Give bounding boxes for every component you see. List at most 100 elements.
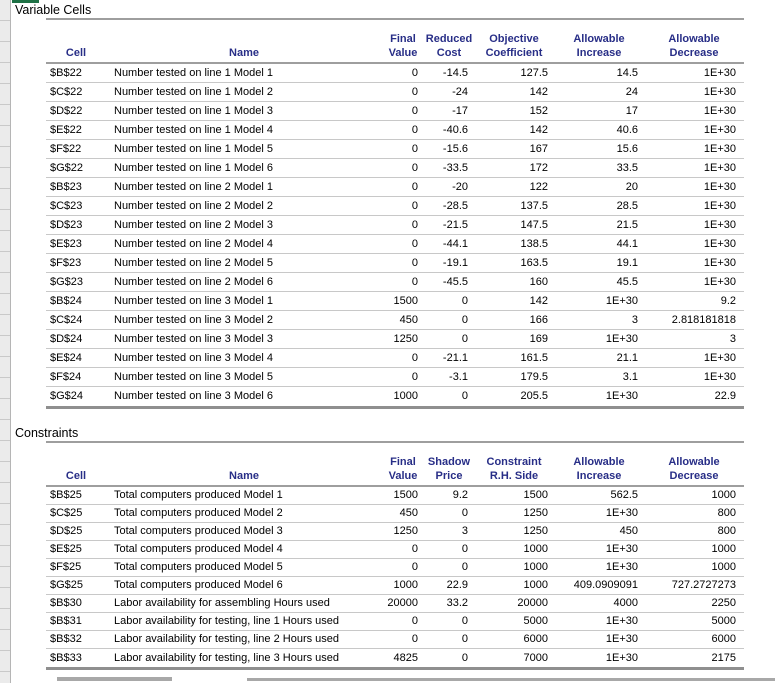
variable-name-cell[interactable]: Number tested on line 3 Model 1 [114, 294, 273, 307]
allowable-decrease-cell[interactable]: 1E+30 [703, 66, 736, 79]
allowable-increase-cell[interactable]: 1E+30 [605, 543, 638, 555]
allowable-decrease-cell[interactable]: 1E+30 [703, 275, 736, 288]
cell-ref[interactable]: $B$25 [50, 489, 82, 501]
final-value-cell[interactable]: 0 [411, 615, 418, 627]
objective-coefficient-cell[interactable]: 142 [529, 123, 548, 136]
constraint-rhs-cell[interactable]: 1000 [523, 543, 548, 555]
constraint-name-cell[interactable]: Labor availability for testing, line 1 H… [114, 615, 340, 627]
final-value-cell[interactable]: 0 [411, 275, 418, 288]
objective-coefficient-cell[interactable]: 169 [529, 332, 548, 345]
constraint-name-cell[interactable]: Labor availability for testing, line 2 H… [114, 633, 340, 645]
final-value-cell[interactable]: 0 [411, 104, 418, 117]
final-value-cell[interactable]: 1000 [393, 579, 418, 591]
constraint-rhs-cell[interactable]: 1500 [523, 489, 548, 501]
variable-name-cell[interactable]: Number tested on line 1 Model 5 [114, 142, 273, 155]
objective-coefficient-cell[interactable]: 127.5 [520, 66, 548, 79]
cell-ref[interactable]: $B$31 [50, 615, 82, 627]
allowable-decrease-cell[interactable]: 5000 [711, 615, 736, 627]
col-header-allowable-decrease[interactable]: Allowable Decrease [668, 456, 720, 482]
constraint-name-cell[interactable]: Total computers produced Model 2 [114, 507, 283, 519]
variable-name-cell[interactable]: Number tested on line 3 Model 6 [114, 390, 273, 402]
final-value-cell[interactable]: 1000 [393, 390, 418, 402]
allowable-decrease-cell[interactable]: 2175 [711, 651, 736, 664]
constraint-rhs-cell[interactable]: 1000 [523, 561, 548, 573]
col-header-name[interactable]: Name [229, 47, 259, 59]
allowable-increase-cell[interactable]: 3.1 [622, 370, 638, 383]
cell-ref[interactable]: $G$25 [50, 579, 84, 591]
final-value-cell[interactable]: 0 [411, 199, 418, 212]
constraint-rhs-cell[interactable]: 5000 [523, 615, 548, 627]
cell-ref[interactable]: $D$22 [50, 104, 83, 117]
final-value-cell[interactable]: 0 [411, 351, 418, 364]
cell-ref[interactable]: $E$25 [50, 543, 82, 555]
reduced-cost-cell[interactable]: -40.6 [442, 123, 468, 136]
reduced-cost-cell[interactable]: -20 [452, 180, 468, 193]
final-value-cell[interactable]: 20000 [387, 597, 418, 609]
allowable-increase-cell[interactable]: 17 [625, 104, 638, 117]
allowable-decrease-cell[interactable]: 2250 [711, 597, 736, 609]
objective-coefficient-cell[interactable]: 147.5 [520, 218, 548, 231]
allowable-increase-cell[interactable]: 24 [625, 85, 638, 98]
constraint-rhs-cell[interactable]: 1250 [523, 507, 548, 519]
allowable-increase-cell[interactable]: 15.6 [616, 142, 638, 155]
allowable-decrease-cell[interactable]: 1E+30 [703, 161, 736, 174]
reduced-cost-cell[interactable]: -28.5 [442, 199, 468, 212]
cell-ref[interactable]: $F$22 [50, 142, 82, 155]
cell-ref[interactable]: $D$24 [50, 332, 83, 345]
cell-ref[interactable]: $F$23 [50, 256, 82, 269]
allowable-decrease-cell[interactable]: 1E+30 [703, 85, 736, 98]
final-value-cell[interactable]: 0 [411, 543, 418, 555]
allowable-decrease-cell[interactable]: 9.2 [720, 294, 736, 307]
cell-ref[interactable]: $B$22 [50, 66, 82, 79]
allowable-decrease-cell[interactable]: 1E+30 [703, 351, 736, 364]
cell-ref[interactable]: $B$33 [50, 651, 82, 664]
final-value-cell[interactable]: 0 [411, 633, 418, 645]
shadow-price-cell[interactable]: 0 [461, 507, 468, 519]
col-header-shadow-price[interactable]: Shadow Price [427, 456, 471, 482]
col-header-allowable-increase[interactable]: Allowable Increase [573, 456, 625, 482]
objective-coefficient-cell[interactable]: 163.5 [520, 256, 548, 269]
shadow-price-cell[interactable]: 0 [461, 543, 468, 555]
allowable-decrease-cell[interactable]: 800 [717, 525, 736, 537]
cell-ref[interactable]: $C$25 [50, 507, 83, 519]
objective-coefficient-cell[interactable]: 172 [529, 161, 548, 174]
objective-coefficient-cell[interactable]: 142 [529, 85, 548, 98]
allowable-increase-cell[interactable]: 562.5 [610, 489, 638, 501]
allowable-decrease-cell[interactable]: 727.2727273 [671, 579, 736, 591]
variable-name-cell[interactable]: Number tested on line 3 Model 3 [114, 332, 273, 345]
final-value-cell[interactable]: 0 [411, 85, 418, 98]
reduced-cost-cell[interactable]: -24 [452, 85, 468, 98]
col-header-cell[interactable]: Cell [65, 47, 87, 59]
variable-name-cell[interactable]: Number tested on line 1 Model 1 [114, 66, 273, 79]
cell-ref[interactable]: $E$24 [50, 351, 82, 364]
allowable-increase-cell[interactable]: 14.5 [616, 66, 638, 79]
final-value-cell[interactable]: 0 [411, 142, 418, 155]
col-header-allowable-increase[interactable]: Allowable Increase [573, 33, 625, 59]
reduced-cost-cell[interactable]: -44.1 [442, 237, 468, 250]
shadow-price-cell[interactable]: 9.2 [452, 489, 468, 501]
variable-name-cell[interactable]: Number tested on line 3 Model 5 [114, 370, 273, 383]
final-value-cell[interactable]: 0 [411, 66, 418, 79]
variable-name-cell[interactable]: Number tested on line 2 Model 3 [114, 218, 273, 231]
objective-coefficient-cell[interactable]: 138.5 [520, 237, 548, 250]
allowable-increase-cell[interactable]: 1E+30 [605, 294, 638, 307]
reduced-cost-cell[interactable]: -15.6 [442, 142, 468, 155]
objective-coefficient-cell[interactable]: 160 [529, 275, 548, 288]
constraint-name-cell[interactable]: Total computers produced Model 1 [114, 489, 283, 501]
objective-coefficient-cell[interactable]: 152 [529, 104, 548, 117]
variable-name-cell[interactable]: Number tested on line 2 Model 1 [114, 180, 273, 193]
final-value-cell[interactable]: 0 [411, 180, 418, 193]
variable-name-cell[interactable]: Number tested on line 1 Model 6 [114, 161, 273, 174]
reduced-cost-cell[interactable]: 0 [461, 294, 468, 307]
cell-ref[interactable]: $D$25 [50, 525, 83, 537]
final-value-cell[interactable]: 1500 [393, 294, 418, 307]
cell-ref[interactable]: $C$24 [50, 313, 83, 326]
shadow-price-cell[interactable]: 0 [461, 633, 468, 645]
constraint-name-cell[interactable]: Total computers produced Model 4 [114, 543, 283, 555]
cell-ref[interactable]: $B$30 [50, 597, 82, 609]
objective-coefficient-cell[interactable]: 142 [529, 294, 548, 307]
allowable-increase-cell[interactable]: 33.5 [616, 161, 638, 174]
allowable-increase-cell[interactable]: 28.5 [616, 199, 638, 212]
allowable-increase-cell[interactable]: 1E+30 [605, 332, 638, 345]
shadow-price-cell[interactable]: 0 [461, 651, 468, 664]
